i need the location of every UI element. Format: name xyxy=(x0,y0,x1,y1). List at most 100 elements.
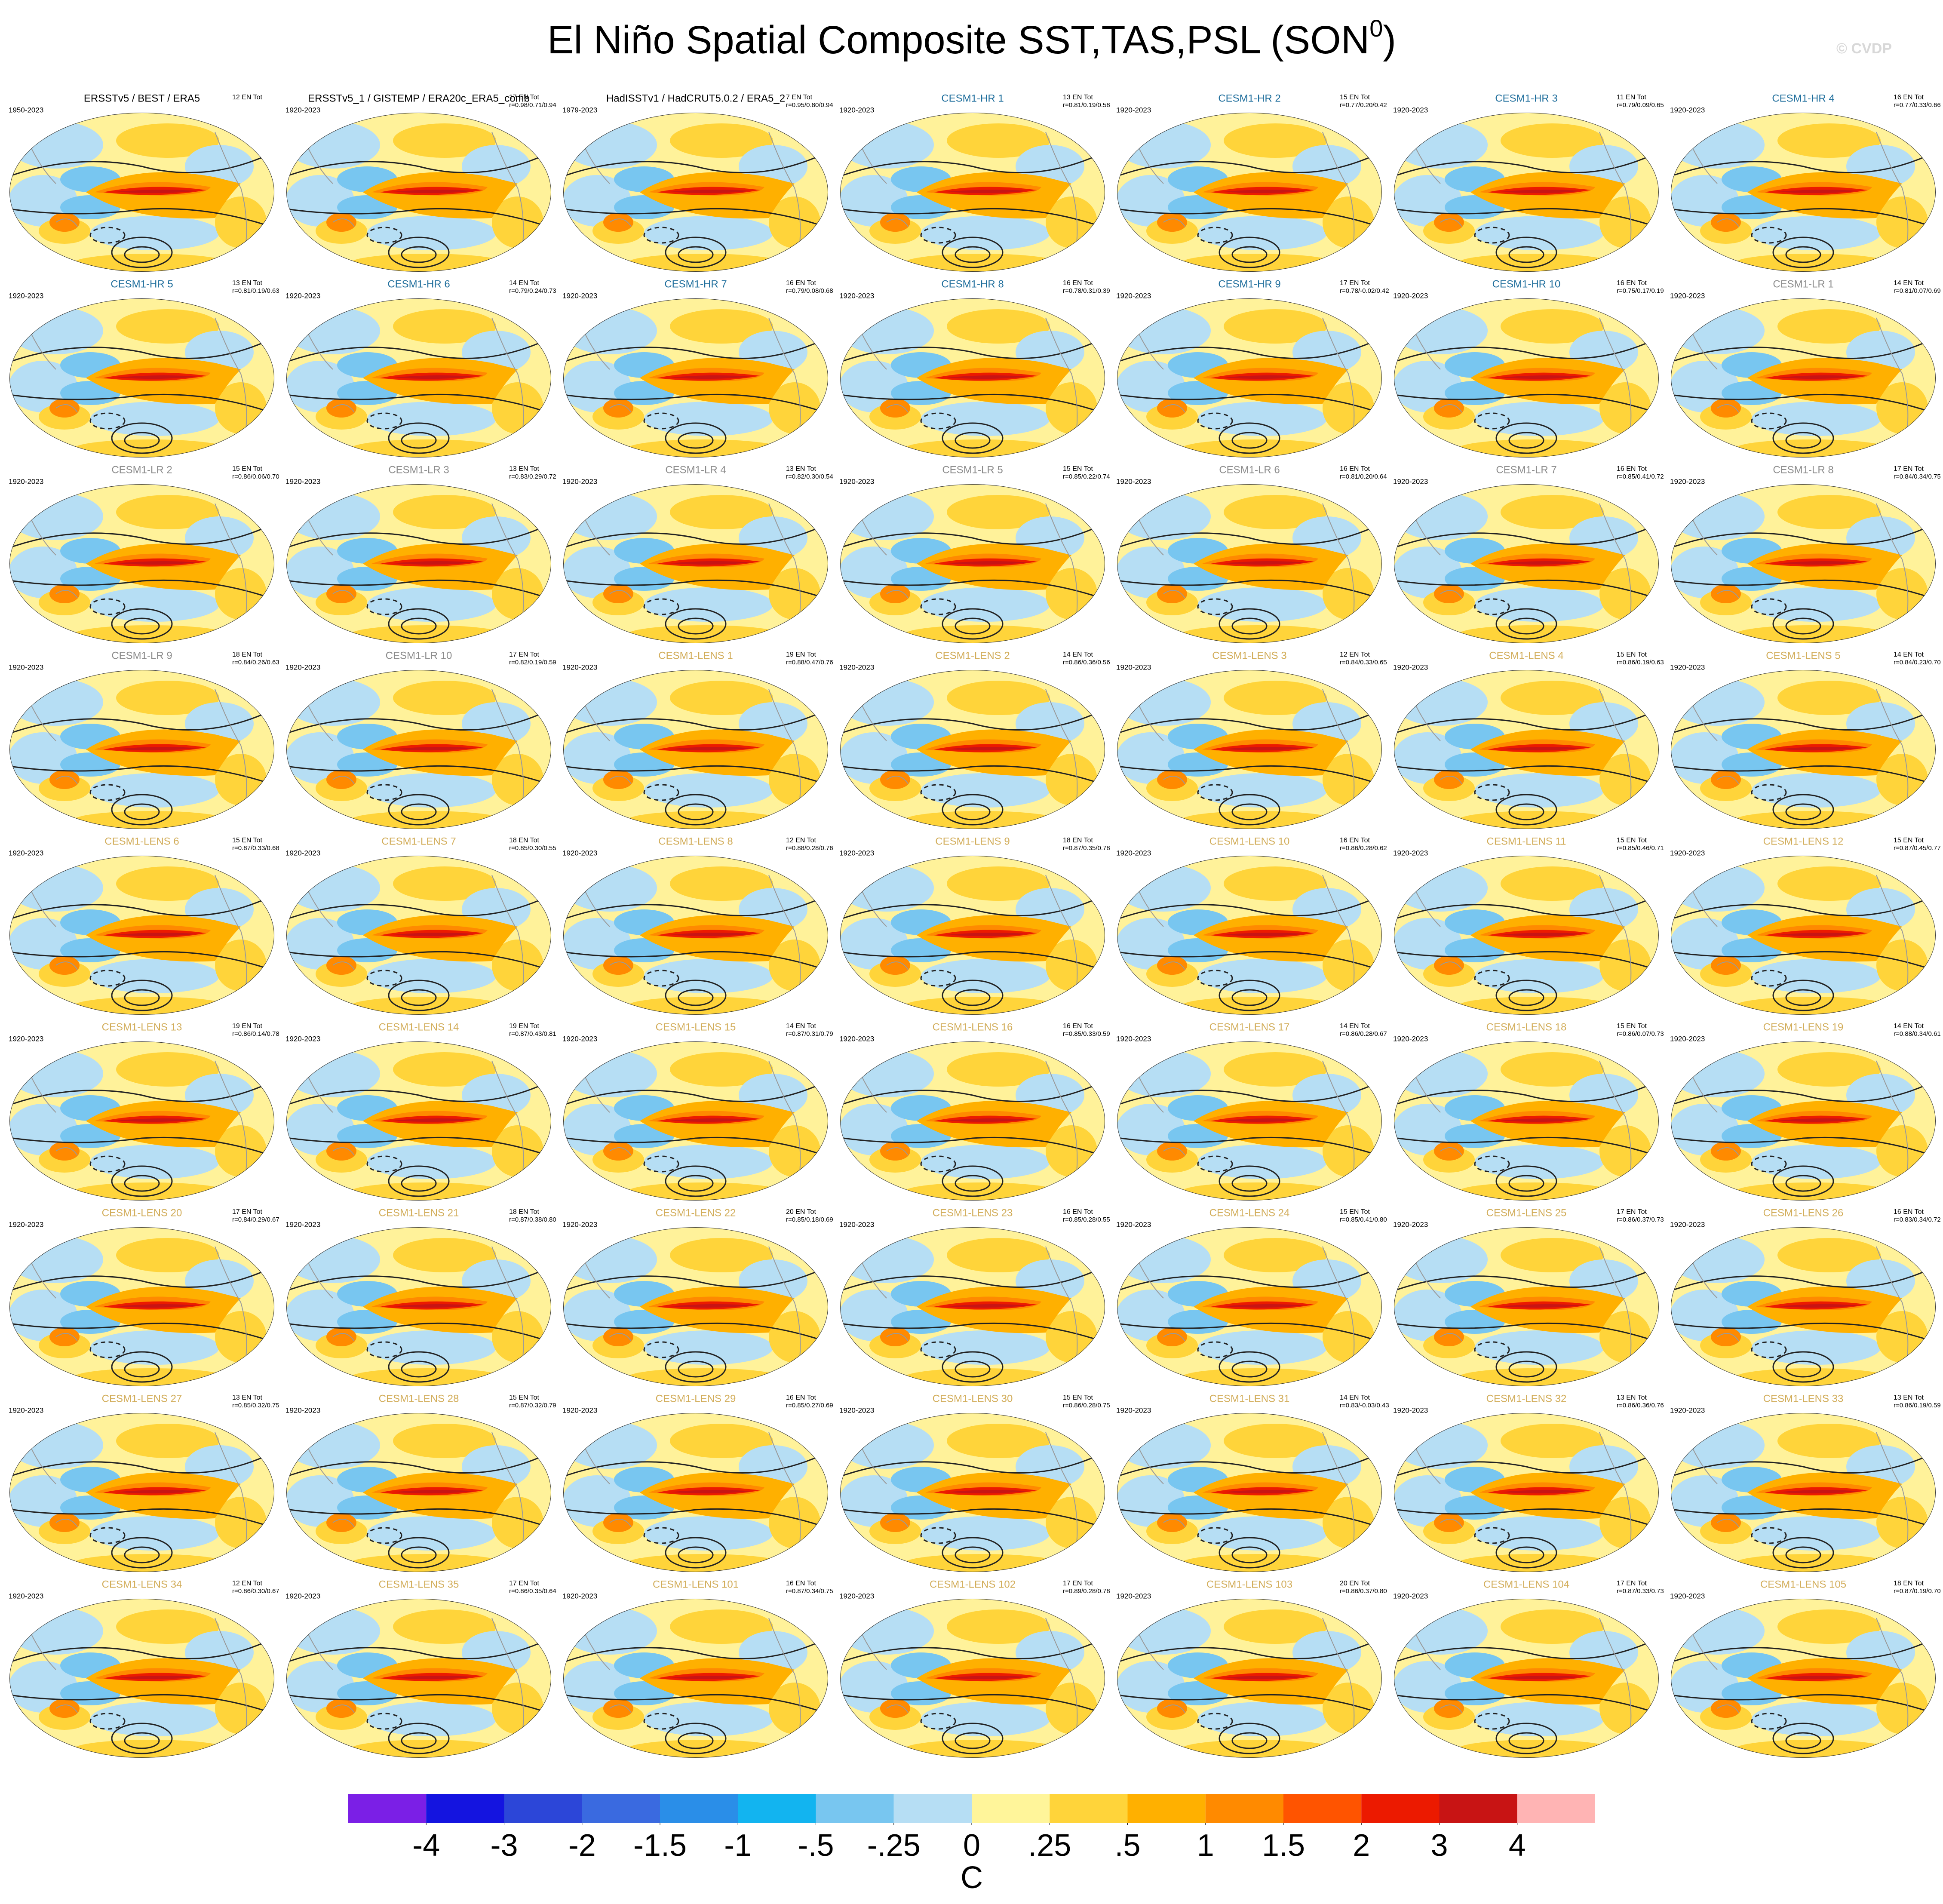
map-panel xyxy=(839,298,1105,458)
panel-correlation: r=0.86/0.06/0.70 xyxy=(232,473,279,480)
colorbar-box xyxy=(1517,1794,1595,1823)
colorbar-label: 4 xyxy=(1509,1828,1526,1863)
panel-title: CESM1-LENS 10 xyxy=(1209,835,1290,847)
map-panel xyxy=(285,298,551,458)
panel-period: 1920-2023 xyxy=(1393,106,1428,114)
panel-count: 15 EN Tot xyxy=(1617,837,1647,844)
panel-title: CESM1-LENS 22 xyxy=(656,1207,736,1219)
panel-title: ERSSTv5 / BEST / ERA5 xyxy=(84,92,200,104)
panel-title: CESM1-LENS 5 xyxy=(1766,650,1840,661)
panel-title: CESM1-LENS 29 xyxy=(656,1393,736,1404)
map-panel xyxy=(839,1413,1105,1573)
panel-correlation: r=0.83/-0.03/0.43 xyxy=(1340,1402,1389,1409)
map-panel xyxy=(1393,856,1659,1016)
panel-period: 1920-2023 xyxy=(9,1592,43,1600)
panel-correlation: r=0.81/0.20/0.64 xyxy=(1340,473,1387,480)
panel: CESM1-LENS 17 1920-2023 14 EN Totr=0.86/0.… xyxy=(1116,1021,1387,1201)
panel-count: 19 EN Tot xyxy=(509,1023,540,1030)
panel: CESM1-LENS 28 1920-2023 15 EN Totr=0.87/0.… xyxy=(285,1393,556,1573)
map-panel xyxy=(1116,484,1382,644)
map-panel xyxy=(1116,113,1382,273)
panel-correlation: r=0.87/0.38/0.80 xyxy=(509,1216,556,1223)
panel-correlation: r=0.98/0.71/0.94 xyxy=(509,101,556,109)
panel: CESM1-LENS 10 1920-2023 16 EN Totr=0.86/0.… xyxy=(1116,835,1387,1016)
panel-period: 1920-2023 xyxy=(9,477,43,485)
colorbar-box xyxy=(660,1794,738,1823)
panel: CESM1-LENS 34 1920-2023 12 EN Totr=0.86/0.… xyxy=(9,1578,279,1759)
colorbar-unit: C xyxy=(961,1861,983,1895)
panel-correlation: r=0.87/0.32/0.79 xyxy=(509,1402,556,1409)
panel-count: 13 EN Tot xyxy=(1063,94,1093,101)
map-panel xyxy=(562,484,828,644)
panel-correlation: r=0.85/0.22/0.74 xyxy=(1063,473,1110,480)
panel: CESM1-LENS 19 1920-2023 14 EN Totr=0.88/0.… xyxy=(1670,1021,1941,1201)
panel-correlation: r=0.85/0.32/0.75 xyxy=(232,1402,279,1409)
map-panel xyxy=(1670,484,1936,644)
panel-correlation: r=0.84/0.23/0.70 xyxy=(1894,659,1941,666)
panel-title: CESM1-LENS 102 xyxy=(930,1578,1016,1590)
panel-count: 17 EN Tot xyxy=(232,1208,263,1216)
map-panel xyxy=(839,856,1105,1016)
panel-correlation: r=0.85/0.27/0.69 xyxy=(786,1402,833,1409)
panel: CESM1-LR 3 1920-2023 13 EN Totr=0.83/0.29/… xyxy=(285,464,556,644)
panel: CESM1-LENS 20 1920-2023 17 EN Totr=0.84/0.… xyxy=(9,1207,279,1387)
panel-correlation: r=0.86/0.19/0.59 xyxy=(1894,1402,1941,1409)
panel-period: 1920-2023 xyxy=(9,1220,43,1228)
panel-count: 16 EN Tot xyxy=(1894,94,1924,101)
panel-period: 1920-2023 xyxy=(839,1035,874,1043)
panel-title: CESM1-LR 5 xyxy=(942,464,1003,476)
panel-period: 1920-2023 xyxy=(1670,477,1705,485)
panel: CESM1-LR 7 1920-2023 16 EN Totr=0.85/0.41/… xyxy=(1393,464,1664,644)
panel-title: CESM1-HR 8 xyxy=(941,278,1004,290)
panel-period: 1920-2023 xyxy=(1670,1035,1705,1043)
panel-period: 1920-2023 xyxy=(1116,663,1151,671)
panel-count: 18 EN Tot xyxy=(1063,837,1093,844)
panel-title: CESM1-LENS 27 xyxy=(102,1393,182,1404)
panel: CESM1-LENS 105 1920-2023 18 EN Totr=0.87/0… xyxy=(1670,1578,1941,1759)
panel-count: 15 EN Tot xyxy=(1340,1208,1370,1216)
panel: CESM1-LR 9 1920-2023 18 EN Totr=0.84/0.26/… xyxy=(9,650,279,830)
panel-correlation: r=0.86/0.37/0.80 xyxy=(1340,1588,1387,1595)
panel-period: 1920-2023 xyxy=(1670,849,1705,857)
panel-correlation: r=0.87/0.35/0.78 xyxy=(1063,845,1110,852)
panel: CESM1-LENS 8 1920-2023 12 EN Totr=0.88/0.2… xyxy=(562,835,833,1016)
colorbar-label: -3 xyxy=(490,1828,518,1863)
map-panel xyxy=(1393,670,1659,830)
panel-period: 1920-2023 xyxy=(1670,663,1705,671)
colorbar-label: 1 xyxy=(1197,1828,1214,1863)
colorbar-label: -1.5 xyxy=(633,1828,687,1863)
panel-correlation: r=0.77/0.20/0.42 xyxy=(1340,101,1387,109)
panel-correlation: r=0.85/0.18/0.69 xyxy=(786,1216,833,1223)
panel-correlation: r=0.87/0.34/0.75 xyxy=(786,1588,833,1595)
panel-title: CESM1-LENS 2 xyxy=(935,650,1010,661)
map-panel xyxy=(1670,1413,1936,1573)
panel-title: CESM1-LENS 34 xyxy=(102,1578,182,1590)
colorbar-label: -.25 xyxy=(867,1828,921,1863)
panel-count: 16 EN Tot xyxy=(786,279,816,287)
panel-correlation: r=0.87/0.33/0.73 xyxy=(1617,1588,1664,1595)
map-panel xyxy=(1393,1599,1659,1759)
map-panel xyxy=(1670,670,1936,830)
panel-correlation: r=0.88/0.47/0.76 xyxy=(786,659,833,666)
panel-period: 1920-2023 xyxy=(285,1406,320,1414)
map-panel xyxy=(1116,1413,1382,1573)
panel-title: CESM1-LR 10 xyxy=(386,650,452,661)
panel-title: CESM1-HR 3 xyxy=(1495,92,1557,104)
panel-count: 13 EN Tot xyxy=(1617,1394,1647,1401)
panel-period: 1920-2023 xyxy=(839,477,874,485)
panel-period: 1950-2023 xyxy=(9,106,43,114)
panel-title: CESM1-LENS 21 xyxy=(379,1207,459,1219)
panel-period: 1920-2023 xyxy=(1670,1592,1705,1600)
panel-period: 1920-2023 xyxy=(839,663,874,671)
panel-count: 16 EN Tot xyxy=(1063,1208,1093,1216)
panel-count: 16 EN Tot xyxy=(1894,1208,1924,1216)
panel-count: 18 EN Tot xyxy=(232,651,263,658)
panel-title: CESM1-LR 7 xyxy=(1496,464,1556,476)
panel: CESM1-HR 2 1920-2023 15 EN Totr=0.77/0.20/… xyxy=(1116,92,1387,273)
panel-period: 1920-2023 xyxy=(839,292,874,300)
panel-period: 1920-2023 xyxy=(1393,1035,1428,1043)
panel-title: CESM1-LENS 7 xyxy=(381,835,456,847)
panel-count: 15 EN Tot xyxy=(232,837,263,844)
panel-period: 1920-2023 xyxy=(839,1406,874,1414)
panel-correlation: r=0.85/0.33/0.59 xyxy=(1063,1030,1110,1038)
